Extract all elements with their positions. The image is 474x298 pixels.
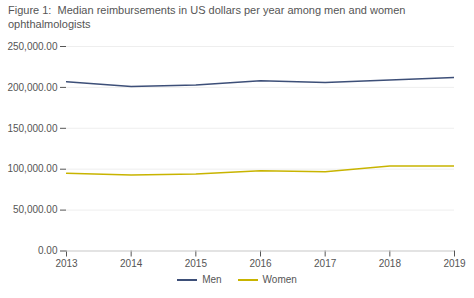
svg-text:2017: 2017 — [314, 258, 337, 269]
svg-text:0.00: 0.00 — [38, 245, 58, 256]
svg-text:250,000.00: 250,000.00 — [7, 40, 57, 51]
svg-text:50,000.00: 50,000.00 — [13, 204, 58, 215]
svg-text:150,000.00: 150,000.00 — [7, 122, 57, 133]
svg-text:2015: 2015 — [185, 258, 208, 269]
svg-text:2014: 2014 — [120, 258, 143, 269]
svg-text:2016: 2016 — [249, 258, 272, 269]
html-text:Men: Men — [202, 274, 222, 285]
svg-text:2018: 2018 — [379, 258, 402, 269]
svg-text:2013: 2013 — [55, 258, 78, 269]
svg-text:100,000.00: 100,000.00 — [7, 163, 57, 174]
svg-text:2019: 2019 — [443, 258, 466, 269]
html-text:Women: Women — [262, 274, 297, 285]
svg-text:200,000.00: 200,000.00 — [7, 81, 57, 92]
html-text:Figure 1: Median reimbursement: Figure 1: Median reimbursements in US do… — [8, 4, 409, 30]
